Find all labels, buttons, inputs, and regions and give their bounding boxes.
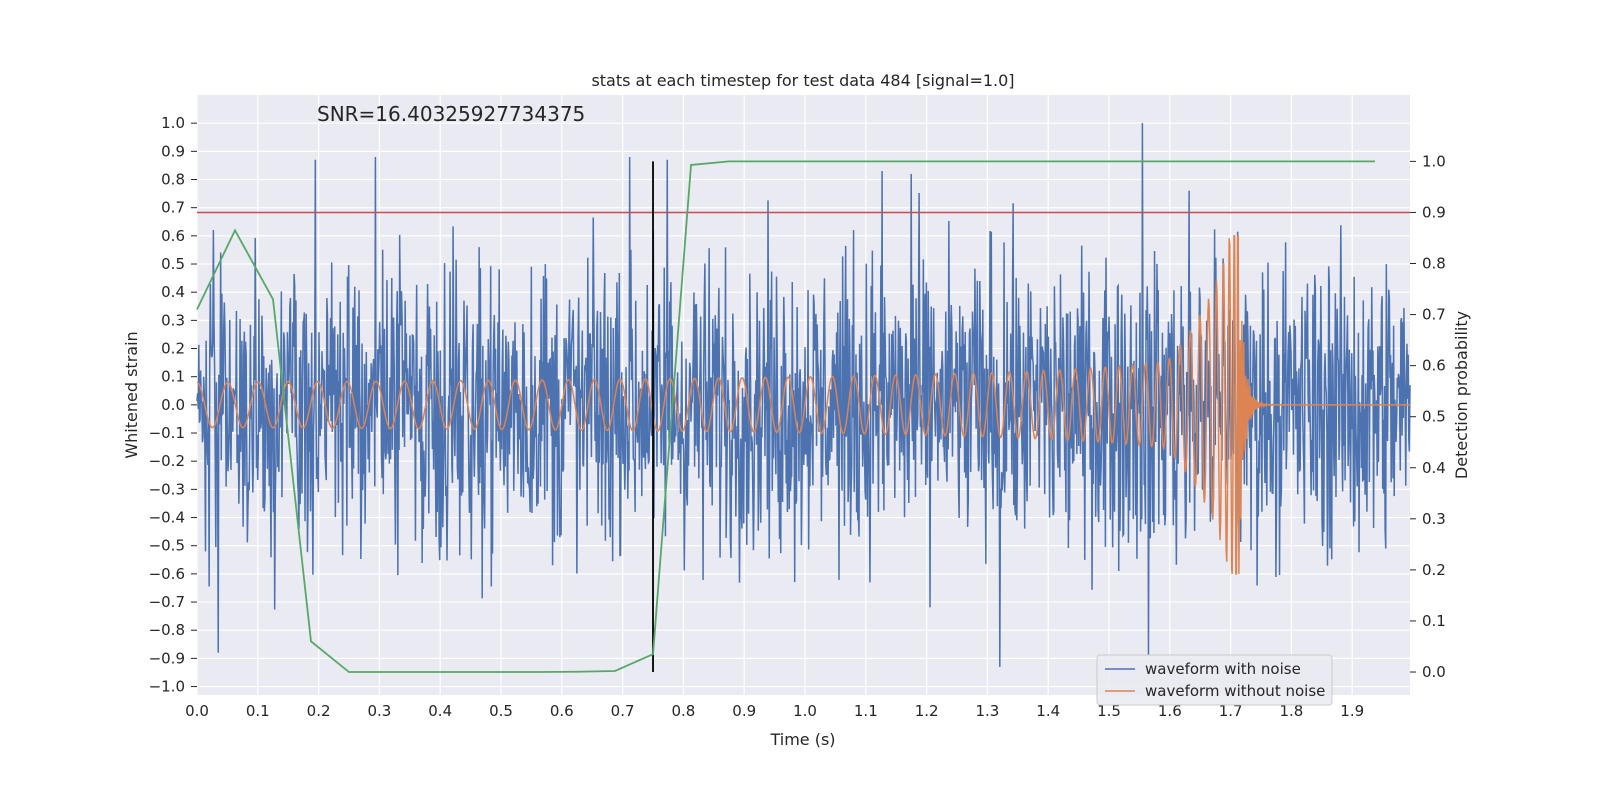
x-tick-label: 0.0 [185,702,209,720]
snr-annotation: SNR=16.40325927734375 [317,102,585,126]
series-line-waveform-without-noise [196,235,1410,575]
x-tick-label: 0.3 [367,702,391,720]
y-tick-label: −0.7 [149,593,185,611]
x-tick-label: 1.0 [793,702,817,720]
x-tick-label: 0.9 [732,702,756,720]
x-tick-label: 1.5 [1097,702,1121,720]
y-tick-label: 0.6 [161,227,185,245]
x-tick-label: 1.9 [1340,702,1364,720]
y2-tick-label: 0.3 [1422,510,1446,528]
legend-box [1096,654,1333,706]
y-tick-label: −0.4 [149,509,185,527]
series-line-detection-probability [196,160,1376,673]
y2-tick-label: 0.0 [1422,663,1446,681]
x-tick-label: 0.8 [671,702,695,720]
y-tick-label: −0.2 [149,452,185,470]
x-tick-label: 0.1 [246,702,270,720]
y2-tick-label: 0.6 [1422,357,1446,375]
x-tick-label: 0.2 [307,702,331,720]
y-tick-label: 0.1 [161,368,185,386]
y2-tick-label: 1.0 [1422,152,1446,170]
x-axis-ticks: 0.0 0.1 0.2 0.3 0.4 0.5 0.6 0.7 0.8 0.9 1.0 1.1 1.2 1… [185,702,1364,720]
y-tick-label: 0.8 [161,171,185,189]
y2-tick-label: 0.4 [1422,459,1446,477]
plot-content [196,123,1411,673]
y-tick-label: −0.1 [149,424,185,442]
y-tick-label: −0.9 [149,649,185,667]
x-tick-label: 1.2 [915,702,939,720]
x-tick-label: 0.5 [489,702,513,720]
x-tick-label: 0.4 [428,702,452,720]
y-tick-label: −0.6 [149,565,185,583]
y2-tick-label: 0.8 [1422,255,1446,273]
y2-tick-label: 0.9 [1422,203,1446,221]
legend-label-waveform-without-noise: waveform without noise [1145,682,1325,700]
chart-title: stats at each timestep for test data 484… [591,71,1014,90]
y-tick-label: −0.3 [149,480,185,498]
y-tick-label: 0.7 [161,199,185,217]
y-tick-label: −0.5 [149,537,185,555]
y2-axis-label: Detection probability [1452,311,1471,479]
y-tick-label: 0.5 [161,255,185,273]
y-tick-label: −1.0 [149,678,185,696]
legend-label-waveform-with-noise: waveform with noise [1145,660,1301,678]
y2-tick-label: 0.7 [1422,306,1446,324]
y-tick-label: 0.2 [161,340,185,358]
y-tick-label: 1.0 [161,114,185,132]
x-axis-label: Time (s) [769,730,835,749]
y-axis-ticks: −1.0 −0.9 −0.8 −0.7 −0.6 −0.5 −0.4 −0.3 −0.2 −0.1… [149,114,197,696]
x-tick-label: 0.6 [550,702,574,720]
y-tick-label: −0.8 [149,621,185,639]
legend: waveform with noise waveform without noi… [1096,654,1333,706]
x-tick-label: 1.6 [1158,702,1182,720]
y2-tick-label: 0.2 [1422,561,1446,579]
y-axis-label: Whitened strain [122,331,141,458]
y-tick-label: 0.0 [161,396,185,414]
x-tick-label: 1.8 [1280,702,1304,720]
y-tick-label: 0.4 [161,283,185,301]
x-tick-label: 0.7 [611,702,635,720]
y-tick-label: 0.3 [161,311,185,329]
x-tick-label: 1.4 [1036,702,1060,720]
y2-axis-ticks: 0.0 0.1 0.2 0.3 0.4 0.5 0.6 0.7 0.8 0.9 1.0 [1410,152,1446,681]
series-line-waveform-with-noise [196,123,1411,667]
x-tick-label: 1.7 [1219,702,1243,720]
x-tick-label: 1.3 [975,702,999,720]
y2-tick-label: 0.5 [1422,408,1446,426]
y2-tick-label: 0.1 [1422,612,1446,630]
y-tick-label: 0.9 [161,142,185,160]
x-tick-label: 1.1 [854,702,878,720]
